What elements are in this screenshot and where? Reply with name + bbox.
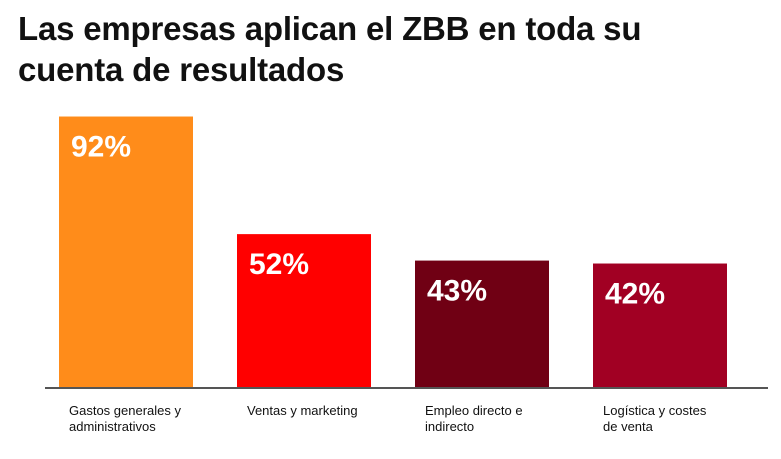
bar-4 — [593, 263, 727, 387]
bar-value-label-3: 43% — [427, 275, 487, 308]
category-label-1: Gastos generales y administrativos — [69, 403, 182, 434]
chart-title: Las empresas aplican el ZBB en toda su c… — [18, 8, 758, 90]
bar-3 — [415, 260, 549, 387]
chart-title-line-2: cuenta de resultados — [18, 51, 345, 88]
bar-1 — [59, 116, 193, 388]
chart-title-line-1: Las empresas aplican el ZBB en toda su — [18, 10, 642, 47]
category-label-4: Logística y costes de venta — [603, 403, 707, 434]
bar-2 — [237, 234, 371, 387]
bar-value-label-1: 92% — [71, 131, 131, 164]
bar-value-label-2: 52% — [249, 248, 309, 281]
category-label-3: Empleo directo e indirecto — [425, 403, 523, 434]
bar-value-label-4: 42% — [605, 278, 665, 311]
category-label-2: Ventas y marketing — [247, 403, 358, 418]
